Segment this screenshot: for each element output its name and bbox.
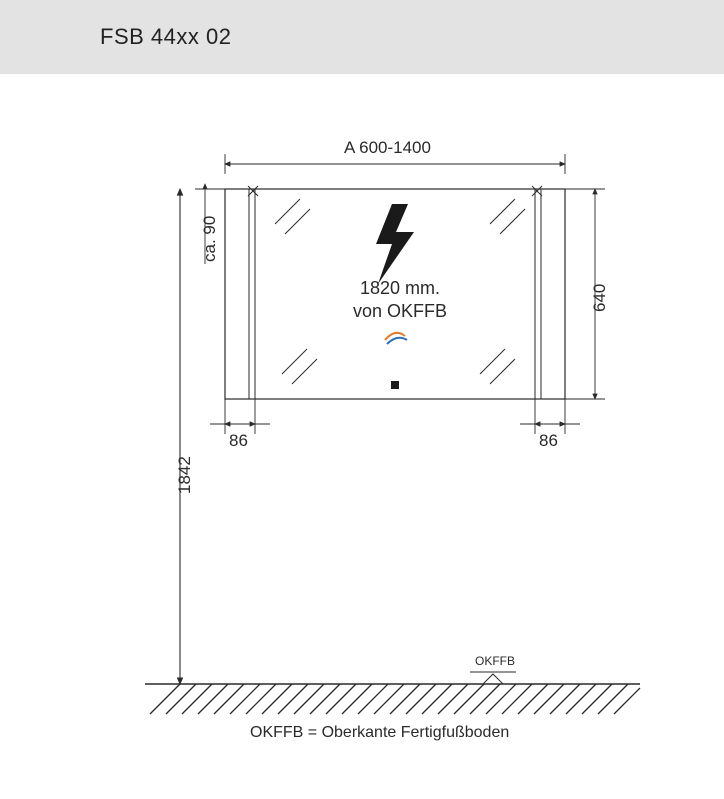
header-band: FSB 44xx 02	[0, 0, 724, 74]
footer-note: OKFFB = Oberkante Fertigfußboden	[250, 724, 509, 742]
center-label-line1: 1820 mm.	[360, 278, 440, 298]
page-title: FSB 44xx 02	[100, 24, 231, 49]
color-icon	[385, 333, 407, 344]
center-label-line2: von OKFFB	[353, 301, 447, 321]
dim-top-width: A 600-1400	[344, 138, 431, 158]
center-label: 1820 mm. von OKFFB	[345, 277, 455, 322]
dim-640: 640	[590, 284, 610, 312]
dim-86-right: 86	[539, 431, 558, 451]
dim-ca90: ca. 90	[200, 216, 220, 262]
dim-86-left: 86	[229, 431, 248, 451]
dim-1842: 1842	[175, 456, 195, 494]
technical-drawing: A 600-1400 ca. 90 640 86 86 1842 1820 mm…	[0, 74, 724, 774]
okffb-marker-label: OKFFB	[475, 654, 515, 668]
